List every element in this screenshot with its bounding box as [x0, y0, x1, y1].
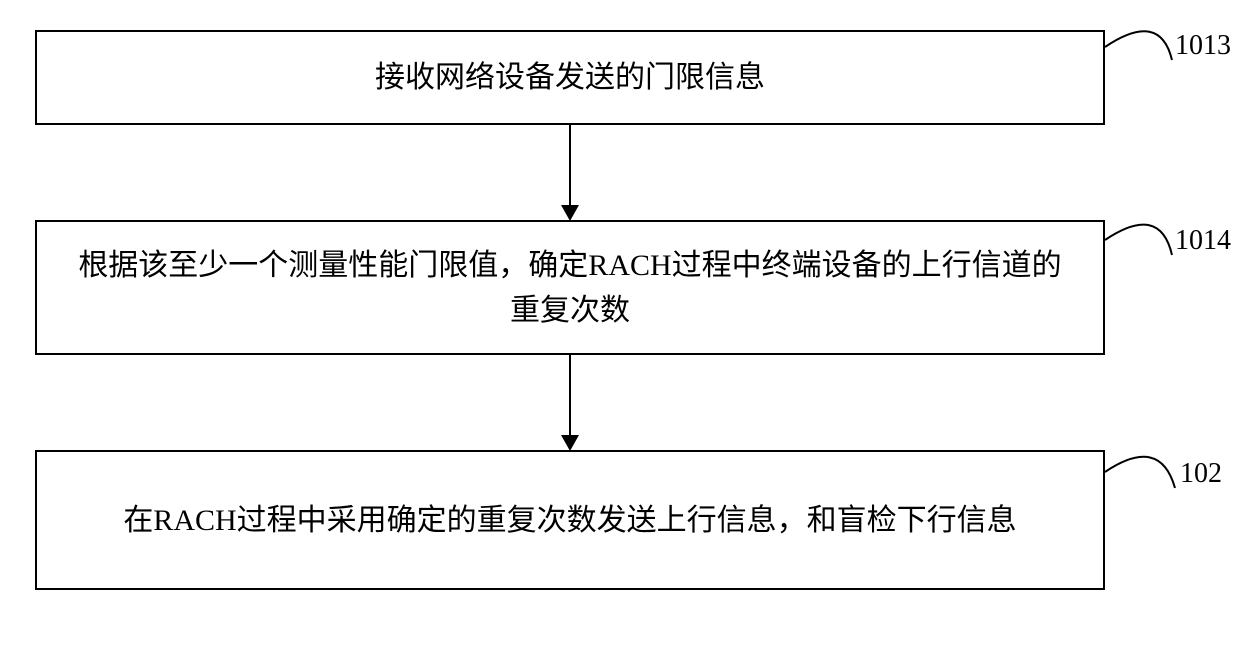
label-connector	[0, 0, 1240, 654]
flowchart-canvas: 接收网络设备发送的门限信息1013根据该至少一个测量性能门限值，确定RACH过程…	[0, 0, 1240, 654]
flow-arrow-line	[569, 355, 571, 435]
flow-arrow-line	[569, 125, 571, 205]
flow-arrow-head	[561, 435, 579, 451]
flow-arrow-head	[561, 205, 579, 221]
